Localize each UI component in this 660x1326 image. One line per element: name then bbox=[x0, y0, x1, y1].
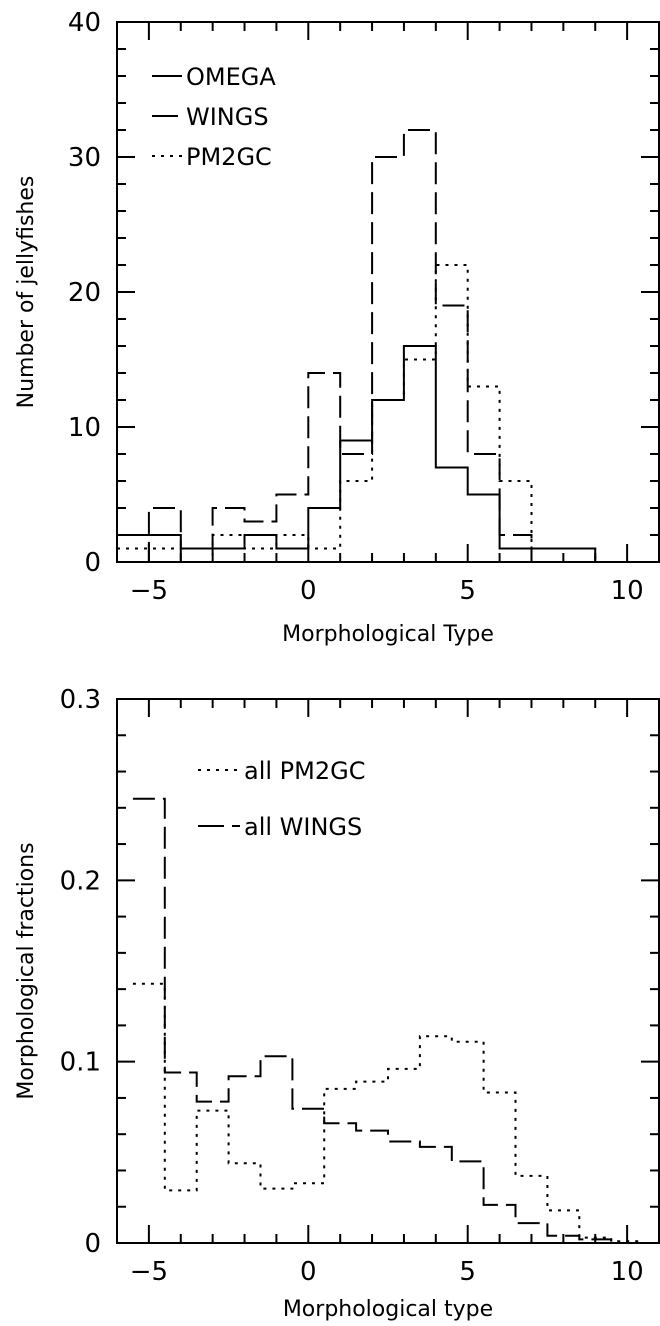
bottom-plot-frame bbox=[116, 698, 660, 1244]
y-tick-label: 30 bbox=[68, 143, 101, 173]
legend-label: WINGS bbox=[186, 103, 269, 131]
x-tick-label: 5 bbox=[459, 576, 476, 606]
bottom-axis-ticks bbox=[116, 698, 660, 1244]
legend-label: all PM2GC bbox=[244, 757, 365, 785]
top-legend: OMEGA WINGS PM2GC bbox=[152, 63, 276, 171]
bottom-tick-labels: −5 0 5 10 0 0.1 0.2 0.3 bbox=[60, 685, 644, 1287]
legend-label: all WINGS bbox=[244, 813, 362, 841]
top-y-axis-label: Number of jellyfishes bbox=[14, 176, 39, 409]
top-histogram-panel: −5 0 5 10 0 10 20 30 40 Morphological Type Numbe… bbox=[14, 8, 660, 647]
y-tick-label: 0.2 bbox=[60, 866, 101, 896]
y-tick-label: 0 bbox=[84, 548, 101, 578]
x-tick-label: 10 bbox=[611, 576, 644, 606]
top-x-axis-label: Morphological Type bbox=[282, 622, 494, 647]
legend-label: OMEGA bbox=[186, 63, 276, 91]
bottom-x-axis-label: Morphological type bbox=[283, 1297, 493, 1322]
y-tick-label: 0.1 bbox=[60, 1048, 101, 1078]
top-histogram-series bbox=[117, 129, 628, 563]
legend-label: PM2GC bbox=[186, 143, 272, 171]
series-line-pm2gc bbox=[117, 264, 628, 563]
y-tick-label: 40 bbox=[68, 8, 101, 38]
x-tick-label: 0 bbox=[300, 576, 317, 606]
y-tick-label: 20 bbox=[68, 278, 101, 308]
x-tick-label: 5 bbox=[459, 1257, 476, 1287]
series-line-all-wings bbox=[132, 797, 644, 1244]
x-tick-label: −5 bbox=[130, 1257, 168, 1287]
top-axis-ticks bbox=[116, 21, 660, 563]
x-tick-label: −5 bbox=[130, 576, 168, 606]
x-tick-label: 0 bbox=[300, 1257, 317, 1287]
bottom-histogram-series bbox=[132, 797, 644, 1244]
x-tick-label: 10 bbox=[611, 1257, 644, 1287]
top-tick-labels: −5 0 5 10 0 10 20 30 40 bbox=[68, 8, 644, 606]
bottom-y-axis-label: Morphological fractions bbox=[14, 842, 39, 1099]
y-tick-label: 10 bbox=[68, 413, 101, 443]
series-line-wings bbox=[117, 129, 628, 563]
bottom-histogram-panel: −5 0 5 10 0 0.1 0.2 0.3 Morphological type Morp… bbox=[14, 685, 660, 1322]
series-line-all-pm2gc bbox=[132, 982, 644, 1243]
y-tick-label: 0 bbox=[84, 1229, 101, 1259]
y-tick-label: 0.3 bbox=[60, 685, 101, 715]
bottom-legend: all PM2GC all WINGS bbox=[198, 757, 365, 841]
